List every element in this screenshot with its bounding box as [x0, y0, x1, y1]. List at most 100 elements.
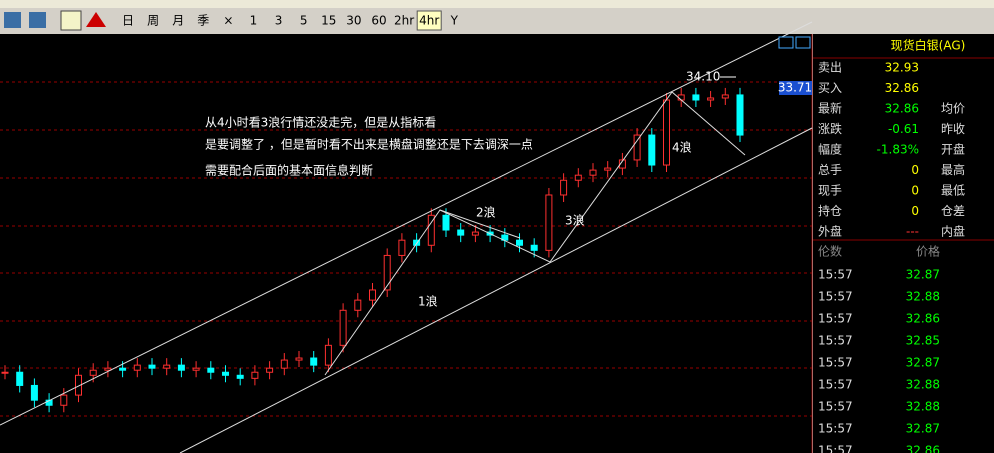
- candle: [280, 359, 288, 369]
- candle: [516, 239, 523, 246]
- candle: [310, 357, 318, 366]
- candle: [471, 231, 479, 236]
- candle: [574, 174, 582, 181]
- quote-value: 0: [911, 184, 919, 198]
- trade-time: 15:57: [818, 422, 853, 436]
- candle: [266, 367, 274, 373]
- candle: [530, 244, 538, 251]
- trend-lines: [0, 21, 813, 453]
- quote-label: 内盘: [941, 224, 965, 239]
- trades-header: 伦数: [818, 244, 842, 259]
- tool-icon[interactable]: [60, 10, 82, 31]
- candle: [119, 367, 127, 371]
- trade-time: 15:57: [818, 400, 853, 414]
- period-button[interactable]: ×: [223, 14, 233, 28]
- period-button[interactable]: 季: [197, 14, 209, 28]
- trade-price: 32.85: [906, 334, 940, 348]
- period-button[interactable]: 15: [321, 14, 336, 28]
- candle: [339, 309, 347, 346]
- candle: [236, 374, 244, 379]
- period-button[interactable]: 1: [250, 14, 258, 28]
- trade-price: 32.86: [906, 312, 940, 326]
- quote-label: 均价: [941, 102, 965, 116]
- zoom-button[interactable]: [778, 36, 794, 49]
- tool-icon[interactable]: [4, 12, 21, 28]
- candle: [707, 97, 715, 101]
- trade-price: 32.87: [906, 356, 940, 370]
- trade-time: 15:57: [818, 334, 853, 348]
- candle: [648, 134, 656, 166]
- candle: [545, 194, 553, 251]
- price-tag: 33.71: [778, 81, 812, 95]
- candle: [163, 364, 171, 369]
- period-button[interactable]: 5: [300, 14, 308, 28]
- tool-icon[interactable]: [29, 12, 46, 28]
- candle: [457, 229, 465, 236]
- period-button[interactable]: 3: [275, 14, 283, 28]
- candle: [104, 367, 112, 371]
- trade-time: 15:57: [818, 444, 853, 453]
- zoom-button[interactable]: [795, 36, 811, 49]
- active-button[interactable]: [416, 10, 442, 31]
- quote-value: 32.86: [885, 81, 919, 95]
- candle: [222, 371, 229, 376]
- quote-label: 总手: [818, 163, 842, 177]
- quote-value: 32.86: [885, 102, 919, 116]
- wave-label: 1浪: [418, 294, 438, 309]
- quote-value: -0.61: [888, 122, 919, 136]
- period-button[interactable]: 周: [147, 14, 159, 28]
- candle: [618, 159, 626, 169]
- quote-label: 幅度: [818, 142, 842, 157]
- period-button[interactable]: 2hr: [394, 14, 414, 28]
- note: 是要调整了 ，但是暂时看不出来是横盘调整还是下去调深一点: [205, 137, 533, 152]
- quote-label: 卖出: [818, 61, 842, 75]
- candle: [604, 167, 612, 171]
- trade-time: 15:57: [818, 378, 853, 392]
- quote-label: 最新: [818, 101, 842, 116]
- wave-label: 3浪: [565, 213, 585, 228]
- quote-label: 最低: [941, 184, 965, 198]
- candle: [442, 214, 450, 231]
- price-tag-bg: [779, 81, 812, 95]
- quote-value: ---: [906, 225, 919, 239]
- period-button[interactable]: 4hr: [419, 14, 439, 28]
- candle: [736, 94, 744, 136]
- period-button[interactable]: 月: [172, 14, 184, 28]
- quote-label: 买入: [818, 81, 842, 95]
- quote-label: 现手: [818, 184, 842, 198]
- candle: [324, 344, 332, 366]
- candle: [589, 169, 597, 176]
- quote-value: -1.83%: [877, 143, 919, 157]
- candle: [427, 214, 435, 246]
- quote-label: 持仓: [818, 203, 842, 218]
- candle: [295, 357, 303, 361]
- period-button[interactable]: 30: [346, 14, 361, 28]
- quote-label: 昨收: [941, 122, 965, 136]
- trade-time: 15:57: [818, 356, 853, 370]
- candle: [1, 371, 9, 374]
- trade-price: 32.88: [906, 400, 940, 414]
- candle: [398, 239, 406, 256]
- candle: [177, 364, 185, 371]
- trades-header: 价格: [916, 244, 940, 259]
- candle: [721, 94, 729, 99]
- wave-label: 4浪: [672, 140, 692, 155]
- trade-time: 15:57: [818, 312, 853, 326]
- candle: [60, 394, 68, 406]
- trade-price: 32.86: [906, 444, 940, 453]
- quote-title: 现货白银(AG): [891, 38, 966, 53]
- chart-area: [0, 34, 812, 453]
- wave-label: 2浪: [476, 205, 496, 220]
- trade-price: 32.87: [906, 268, 940, 282]
- period-button[interactable]: 60: [371, 14, 386, 28]
- tool-icon[interactable]: [86, 12, 106, 27]
- candle: [16, 371, 24, 386]
- trade-time: 15:57: [818, 268, 853, 282]
- quote-label: 最高: [941, 162, 965, 177]
- menu-strip: [0, 0, 994, 8]
- quote-label: 外盘: [818, 224, 842, 239]
- period-button[interactable]: Y: [450, 14, 459, 28]
- candle: [663, 99, 670, 166]
- period-button[interactable]: 日: [122, 14, 134, 28]
